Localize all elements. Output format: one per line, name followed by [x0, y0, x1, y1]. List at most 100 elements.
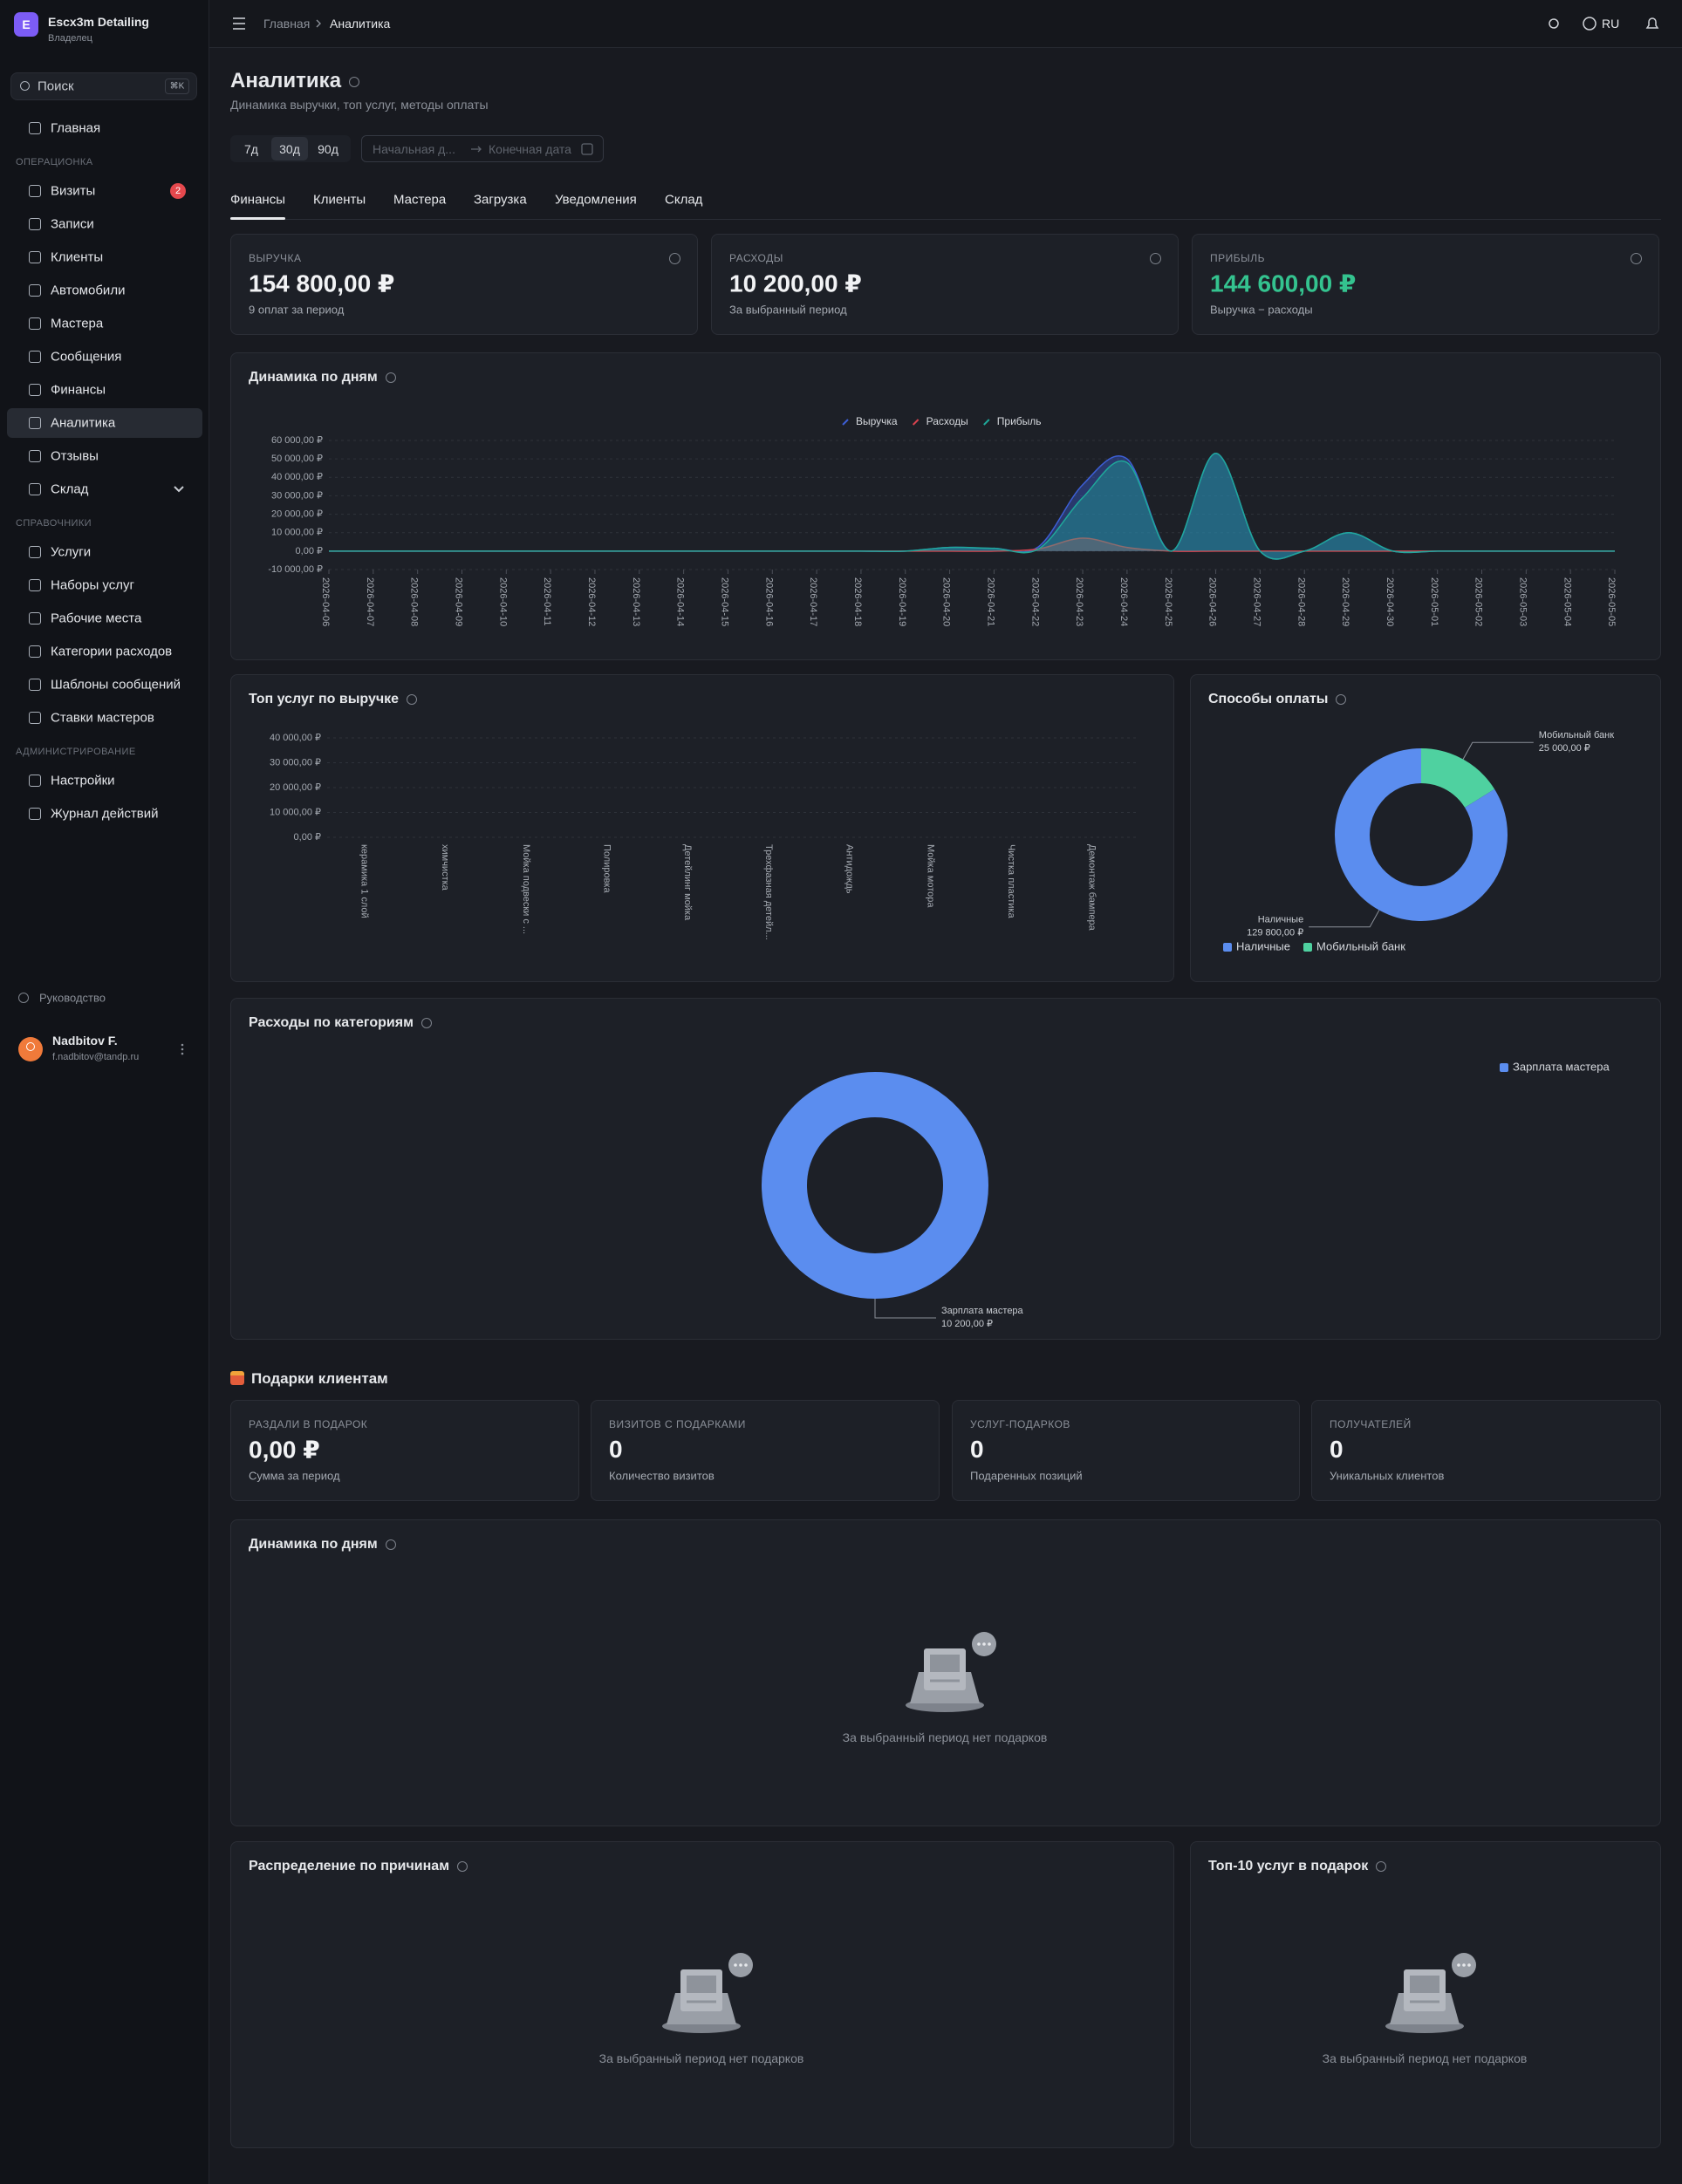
- kpi-note: 9 оплат за период: [249, 303, 345, 317]
- card: [1190, 674, 1661, 982]
- tab[interactable]: Клиенты: [313, 192, 366, 208]
- card: [230, 674, 1174, 982]
- tab[interactable]: Уведомления: [555, 192, 637, 208]
- info-icon[interactable]: [420, 1017, 432, 1028]
- avatar-icon: [26, 1042, 35, 1051]
- lang-switch[interactable]: RU: [1602, 17, 1620, 31]
- nav-item[interactable]: Услуги: [51, 544, 92, 560]
- kpi-label: ВЫРУЧКА: [249, 252, 302, 264]
- kpi-value: 154 800,00 ₽: [249, 270, 395, 297]
- shortcut: ⌘K: [169, 81, 185, 92]
- tab[interactable]: Мастера: [393, 192, 447, 208]
- kpi-value: 0: [970, 1436, 984, 1463]
- logo-letter: E: [22, 17, 31, 31]
- info-icon[interactable]: [1150, 253, 1161, 264]
- date-start: Начальная д...: [373, 142, 455, 156]
- card: [230, 1841, 1174, 2148]
- kpi-label: ПОЛУЧАТЕЛЕЙ: [1330, 1418, 1412, 1430]
- nav-icon: [29, 808, 41, 820]
- nav-item[interactable]: Категории расходов: [51, 644, 173, 659]
- kpi-label: ПРИБЫЛЬ: [1210, 252, 1266, 264]
- empty-text: За выбранный период нет подарков: [1322, 2051, 1528, 2065]
- info-icon[interactable]: [385, 1539, 396, 1550]
- kpi-label: УСЛУГ-ПОДАРКОВ: [970, 1418, 1070, 1430]
- nav-item[interactable]: Автомобили: [51, 283, 126, 298]
- nav-section: ОПЕРАЦИОНКА: [16, 157, 93, 167]
- tabs-line: [230, 219, 1661, 220]
- info-icon[interactable]: [349, 76, 360, 87]
- shortcut-box: [165, 78, 189, 94]
- page-subtitle: Динамика выручки, топ услуг, методы опла…: [230, 98, 489, 112]
- nav-item[interactable]: Склад: [51, 481, 89, 497]
- search-box[interactable]: [10, 72, 197, 100]
- card-title: Распределение по причинам: [249, 1859, 468, 1874]
- nav-icon: [29, 775, 41, 787]
- tab-underline: [230, 217, 285, 220]
- card: [591, 1400, 940, 1501]
- page-title: Аналитика: [230, 69, 360, 93]
- card-title: Топ услуг по выручке: [249, 692, 418, 707]
- nav-item[interactable]: Мастера: [51, 316, 104, 331]
- nav-icon: [29, 483, 41, 495]
- nav-item[interactable]: Журнал действий: [51, 806, 159, 822]
- info-icon[interactable]: [669, 253, 680, 264]
- kpi-label: РАСХОДЫ: [729, 252, 783, 264]
- kpi-value: 10 200,00 ₽: [729, 270, 862, 297]
- breadcrumb: Аналитика: [330, 17, 391, 31]
- tab[interactable]: Загрузка: [474, 192, 527, 208]
- info-icon[interactable]: [385, 372, 396, 383]
- nav-icon: [29, 679, 41, 691]
- period-button[interactable]: 7д: [244, 142, 258, 156]
- nav-icon: [29, 579, 41, 591]
- date-range[interactable]: [361, 135, 604, 162]
- nav-icon: [29, 450, 41, 462]
- nav-icon: [29, 712, 41, 724]
- breadcrumb[interactable]: Главная: [263, 17, 311, 31]
- nav-item[interactable]: Отзывы: [51, 448, 99, 464]
- tab[interactable]: Финансы: [230, 192, 285, 208]
- period-button[interactable]: 30д: [279, 142, 300, 156]
- nav-icon: [29, 218, 41, 230]
- brand-name: Escx3m Detailing: [48, 15, 149, 29]
- nav-item[interactable]: Настройки: [51, 773, 115, 788]
- nav-icon: [29, 122, 41, 134]
- card: [230, 1519, 1661, 1826]
- gift-icon: [230, 1371, 244, 1385]
- nav-item[interactable]: Визиты: [51, 183, 96, 199]
- period-active-bg: [271, 137, 308, 160]
- nav-item[interactable]: Финансы: [51, 382, 106, 398]
- empty-text: За выбранный период нет подарков: [598, 2051, 804, 2065]
- kpi-note: Сумма за период: [249, 1469, 340, 1483]
- nav-item[interactable]: Главная: [51, 120, 101, 136]
- help-link[interactable]: Руководство: [39, 991, 106, 1005]
- info-icon[interactable]: [1376, 1860, 1387, 1872]
- nav-item[interactable]: Записи: [51, 216, 94, 232]
- kpi-value: 0,00 ₽: [249, 1436, 320, 1464]
- nav-item[interactable]: Клиенты: [51, 249, 104, 265]
- nav-item[interactable]: Рабочие места: [51, 611, 142, 626]
- info-icon[interactable]: [1336, 693, 1347, 705]
- nav-item[interactable]: Сообщения: [51, 349, 122, 365]
- info-icon[interactable]: [1631, 253, 1642, 264]
- nav-icon: [29, 317, 41, 330]
- user-email: f.nadbitov@tandp.ru: [52, 1052, 140, 1062]
- kpi-note: Подаренных позиций: [970, 1469, 1083, 1483]
- card: [1192, 234, 1659, 335]
- info-icon[interactable]: [407, 693, 418, 705]
- kpi-note: Количество визитов: [609, 1469, 715, 1483]
- nav-section: СПРАВОЧНИКИ: [16, 518, 92, 529]
- nav-item[interactable]: Наборы услуг: [51, 577, 134, 593]
- nav-icon: [29, 546, 41, 558]
- nav-item[interactable]: Ставки мастеров: [51, 710, 154, 726]
- nav-icon: [29, 251, 41, 263]
- nav-icon: [29, 417, 41, 429]
- nav-icon: [29, 612, 41, 624]
- info-icon[interactable]: [457, 1860, 468, 1872]
- kpi-value: 0: [1330, 1436, 1344, 1463]
- logo: [14, 12, 38, 37]
- tab[interactable]: Склад: [665, 192, 703, 208]
- period-button[interactable]: 90д: [318, 142, 338, 156]
- nav-item[interactable]: Аналитика: [51, 415, 116, 431]
- kpi-value: 144 600,00 ₽: [1210, 270, 1357, 297]
- nav-item[interactable]: Шаблоны сообщений: [51, 677, 181, 693]
